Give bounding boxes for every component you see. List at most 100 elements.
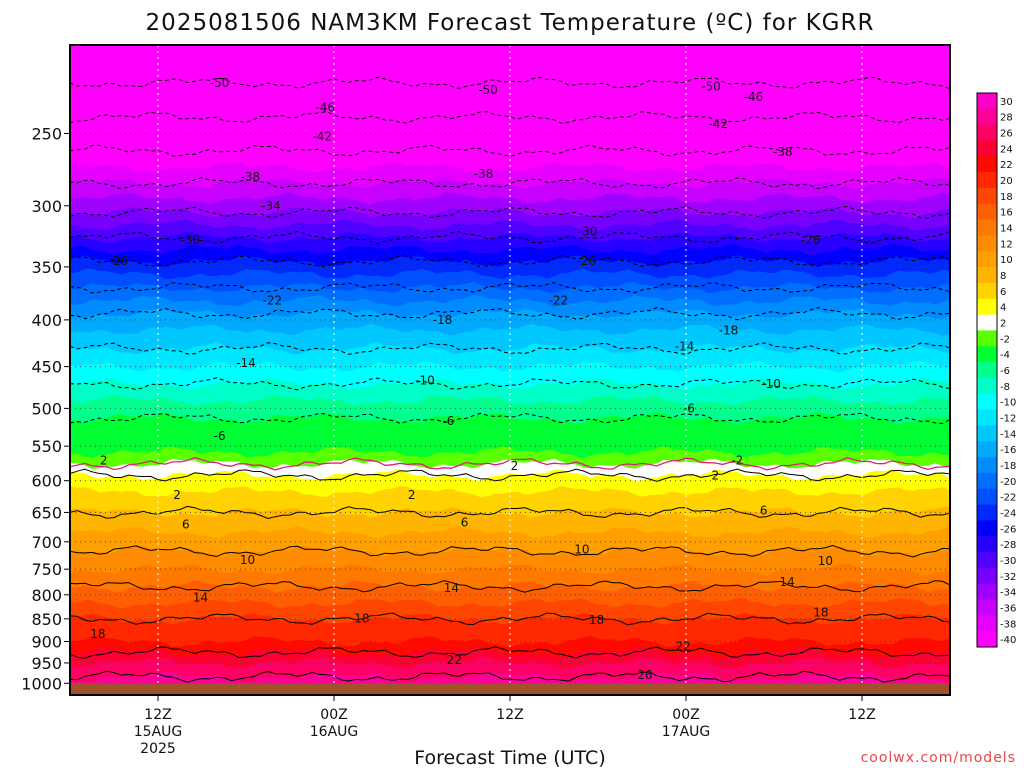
colorbar-label: 2 [1000,319,1006,330]
contour-label: 18 [589,613,604,627]
colorbar-swatch [977,552,997,569]
contour-label: -38 [241,170,261,184]
contour-label: -22 [549,294,569,308]
colorbar-label: 16 [1000,208,1013,219]
y-tick-label: 550 [31,437,62,456]
colorbar-label: -18 [1000,461,1016,472]
colorbar-label: 6 [1000,287,1006,298]
contour-label: -6 [683,401,695,415]
colorbar-label: 4 [1000,303,1006,314]
contour-line [70,580,950,593]
contour-label: 26 [637,668,652,682]
contour-label: 2 [511,459,519,473]
contour-label: 22 [447,653,462,667]
x-tick-label: 15AUG [134,724,183,740]
y-tick-label: 300 [31,197,62,216]
colorbar-swatch [977,108,997,125]
contour-line [70,342,950,355]
contour-label: -42 [708,117,728,131]
contour-label: -38 [474,167,494,181]
colorbar-swatch [977,172,997,189]
contour-label: 14 [193,591,208,605]
contour-label: -42 [312,130,332,144]
y-tick-label: 1000 [21,674,62,693]
colorbar-swatch [977,346,997,363]
colorbar-swatch [977,567,997,584]
x-tick-label: 17AUG [662,724,711,740]
credit-text: coolwx.com/models [861,750,1016,766]
contour-label: -14 [236,356,256,370]
contour-label: 6 [760,504,768,518]
colorbar: 30 28 26 24 22 20 18 16 14 12 10 8 6 4 2 -2 -4 -6 -8 -10 -12… [976,92,1016,648]
contour-label: -50 [701,79,721,93]
y-tick-label: 750 [31,560,62,579]
colorbar-label: 28 [1000,113,1013,124]
contour-label: -50 [478,83,498,97]
colorbar-swatch [977,488,997,505]
colorbar-label: -22 [1000,493,1016,504]
contour-line [70,144,950,158]
colorbar-swatch [977,457,997,474]
y-tick-label: 650 [31,503,62,522]
contour-label: 6 [182,517,190,531]
y-tick-label: 450 [31,358,62,377]
colorbar-swatch [977,330,997,347]
contour-label: 2 [100,453,108,467]
colorbar-label: -12 [1000,413,1016,424]
colorbar-frame [976,92,998,648]
colorbar-swatch [977,409,997,426]
contour-label: 22 [675,639,690,653]
colorbar-swatch [977,298,997,315]
contour-label: -34 [261,199,281,213]
y-tick-label: 950 [31,654,62,673]
contour-line [70,177,950,190]
x-tick-label: 12Z [496,707,523,723]
colorbar-label: 10 [1000,255,1013,266]
colorbar-label: 26 [1000,129,1013,140]
contour-label: -50 [210,76,230,90]
colorbar-swatch [977,425,997,442]
contour-label: 10 [574,543,589,557]
contour-label: -10 [415,373,435,387]
colorbar-label: -32 [1000,572,1016,583]
colorbar-label: -34 [1000,588,1016,599]
colorbar-label: 24 [1000,144,1013,155]
contour-label: -30 [180,233,200,247]
contour-label: 14 [780,575,795,589]
contour-label: 18 [813,606,828,620]
colorbar-label: -24 [1000,508,1016,519]
y-tick-label: 900 [31,632,62,651]
contour-label: -26 [576,254,596,268]
contour-label: 18 [354,611,369,625]
y-tick-label: 350 [31,258,62,277]
x-tick-label: 2025 [140,741,176,757]
contour-line [70,412,950,424]
x-tick-label: 16AUG [310,724,359,740]
colorbar-swatch [977,235,997,252]
contour-line [70,110,950,124]
contour-line [70,282,950,294]
contour-label: 18 [90,627,105,641]
colorbar-label: 20 [1000,176,1013,187]
contour-label: 10 [818,554,833,568]
y-tick-label: 800 [31,586,62,605]
contour-label: 2 [173,488,181,502]
x-tick-label: 12Z [144,707,171,723]
contour-label: 2 [712,468,720,482]
colorbar-swatch [977,583,997,600]
contour-label: -6 [214,429,226,443]
y-axis: 250 300 350 400 450 500 550 600 650 700 750 800 850 9… [21,124,70,693]
colorbar-swatch [977,187,997,205]
colorbar-label: -8 [1000,382,1010,393]
contour-label: -10 [761,377,781,391]
contour-line [70,544,950,558]
y-tick-label: 700 [31,533,62,552]
colorbar-swatch [977,93,997,110]
contour-line [70,468,950,482]
colorbar-swatch [977,393,997,410]
contour-label: -26 [801,233,821,247]
colorbar-label: -2 [1000,334,1010,345]
contour-line [70,307,950,321]
colorbar-swatch [977,377,997,395]
